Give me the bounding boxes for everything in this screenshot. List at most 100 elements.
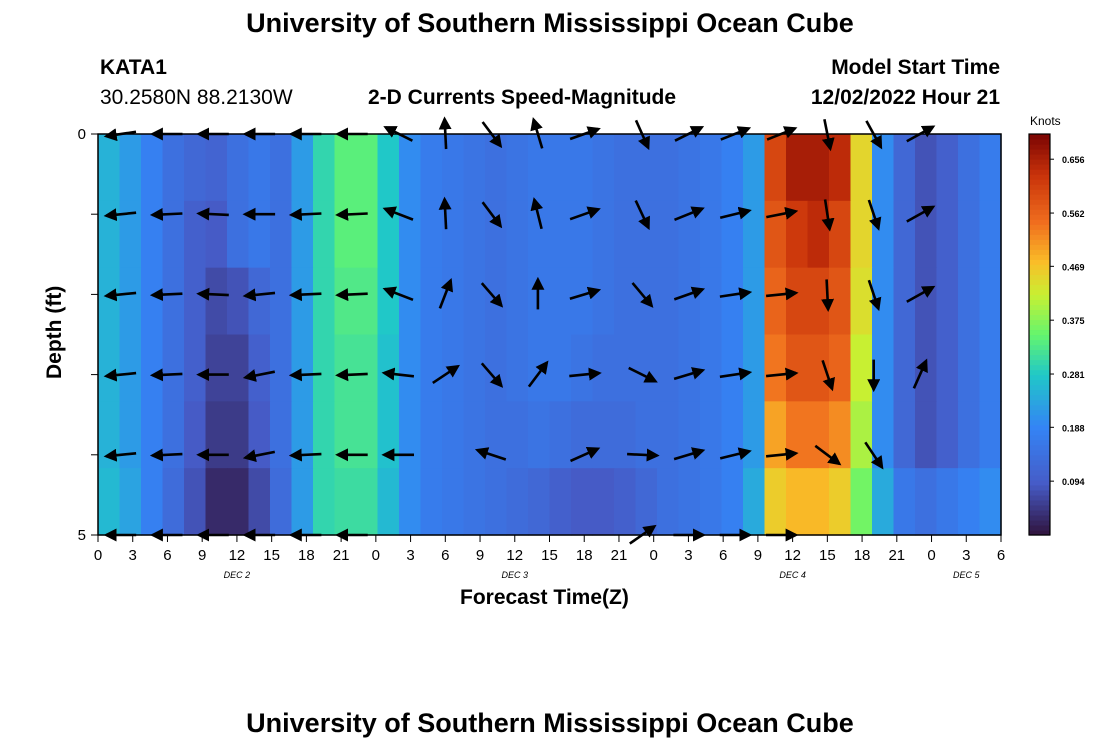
current-vector	[481, 201, 503, 229]
heatmap-cell	[442, 134, 465, 202]
x-tick-label: 18	[298, 547, 315, 564]
colorbar-segment	[1029, 159, 1050, 165]
heatmap-cell	[893, 468, 916, 536]
heatmap-cell	[313, 468, 336, 536]
heatmap-cell	[872, 334, 895, 402]
colorbar-segment	[1029, 489, 1050, 496]
heatmap-cell	[420, 401, 443, 469]
heatmap-cell	[162, 334, 185, 402]
colorbar-segment	[1029, 414, 1050, 421]
heatmap-cell	[743, 401, 766, 469]
heatmap-cell	[248, 267, 271, 336]
heatmap-cell	[463, 401, 486, 469]
heatmap-cell	[549, 134, 572, 202]
heatmap-cell	[313, 200, 336, 269]
heatmap-cell	[377, 401, 400, 469]
colorbar-segment	[1029, 359, 1050, 366]
x-tick-label: 0	[927, 547, 935, 564]
heatmap-cell	[549, 334, 572, 402]
y-axis: 05	[78, 126, 98, 544]
colorbar-tick-label: 0.562	[1062, 209, 1085, 219]
current-vector	[103, 288, 137, 302]
heatmap-cell	[334, 468, 357, 536]
colorbar-segment	[1029, 519, 1050, 526]
colorbar-segment	[1029, 169, 1050, 175]
colorbar-segment	[1029, 244, 1050, 250]
x-tick-label: 6	[997, 547, 1005, 564]
colorbar-segment	[1029, 184, 1050, 190]
current-vector	[906, 285, 936, 303]
heatmap-cell	[334, 200, 357, 269]
current-vector	[765, 287, 799, 301]
colorbar-segment	[1029, 179, 1050, 185]
heatmap-cell	[270, 267, 293, 336]
heatmap-cell	[807, 267, 830, 336]
heatmap-cell	[936, 200, 959, 269]
heatmap-cell	[119, 401, 142, 469]
heatmap-cell	[141, 134, 164, 202]
colorbar-segment	[1029, 229, 1050, 235]
colorbar-segment	[1029, 344, 1050, 351]
heatmap-cell	[915, 134, 938, 202]
heatmap-cell	[850, 468, 873, 536]
heatmap-cell	[119, 468, 142, 536]
colorbar-segment	[1029, 484, 1050, 491]
colorbar-segment	[1029, 164, 1050, 170]
x-axis: 0 3 6 9 12 15 18 21 0 3 6 9 12 15 18 21 0 3 6 9 12 15 18 21 0 3 6 D…	[94, 535, 1005, 580]
colorbar-segment	[1029, 254, 1050, 260]
colorbar-segment	[1029, 294, 1050, 301]
heatmap-cell	[485, 401, 508, 469]
model-start-label: Model Start Time	[831, 56, 1000, 79]
heatmap-cell	[528, 134, 551, 202]
heatmap-cell	[958, 401, 981, 469]
heatmap-cell	[248, 134, 271, 202]
colorbar-segment	[1029, 384, 1050, 391]
current-vector	[527, 360, 549, 388]
heatmap-cell	[872, 267, 895, 336]
heatmap-cell	[162, 200, 185, 269]
heatmap-cell	[786, 401, 809, 469]
colorbar-segment	[1029, 299, 1050, 306]
heatmap-cell	[399, 200, 422, 269]
heatmap-cell	[721, 401, 744, 469]
colorbar-segment	[1029, 234, 1050, 240]
heatmap-cell	[420, 134, 443, 202]
colorbar-segment	[1029, 349, 1050, 356]
current-vector	[628, 366, 658, 383]
colorbar-segment	[1029, 304, 1050, 311]
x-tick-label: 9	[476, 547, 484, 564]
colorbar-segment	[1029, 239, 1050, 245]
heatmap-cell	[829, 200, 852, 269]
heatmap-cell	[936, 401, 959, 469]
heatmap-cell	[334, 267, 357, 336]
current-vector	[821, 199, 835, 232]
heatmap-cell	[420, 468, 443, 536]
colorbar-segment	[1029, 429, 1050, 436]
heatmap-cell	[678, 334, 701, 402]
heatmap-cell	[291, 267, 314, 336]
x-tick-label: 0	[650, 547, 658, 564]
current-vector	[674, 206, 705, 222]
current-vector	[432, 364, 460, 384]
heatmap-cell	[678, 134, 701, 202]
x-tick-label: 15	[541, 547, 558, 564]
heatmap-cell	[506, 134, 529, 202]
heatmap-cell	[549, 468, 572, 536]
heatmap-cell	[678, 401, 701, 469]
heatmap-cell	[184, 200, 207, 269]
colorbar-segment	[1029, 324, 1050, 331]
heatmap-cell	[98, 134, 121, 202]
heatmap-cell	[721, 267, 744, 336]
colorbar-segment	[1029, 504, 1050, 511]
heatmap-cell	[270, 468, 293, 536]
heatmap-cell	[399, 334, 422, 402]
heatmap-cell	[227, 468, 250, 536]
colorbar-segment	[1029, 444, 1050, 451]
heatmap-cell	[98, 334, 121, 402]
heatmap-cell	[807, 401, 830, 469]
heatmap-cell	[291, 134, 314, 202]
y-axis-label: Depth (ft)	[43, 285, 66, 379]
heatmap-cell	[958, 468, 981, 536]
heatmap-cell	[936, 134, 959, 202]
heatmap-cell	[227, 334, 250, 402]
